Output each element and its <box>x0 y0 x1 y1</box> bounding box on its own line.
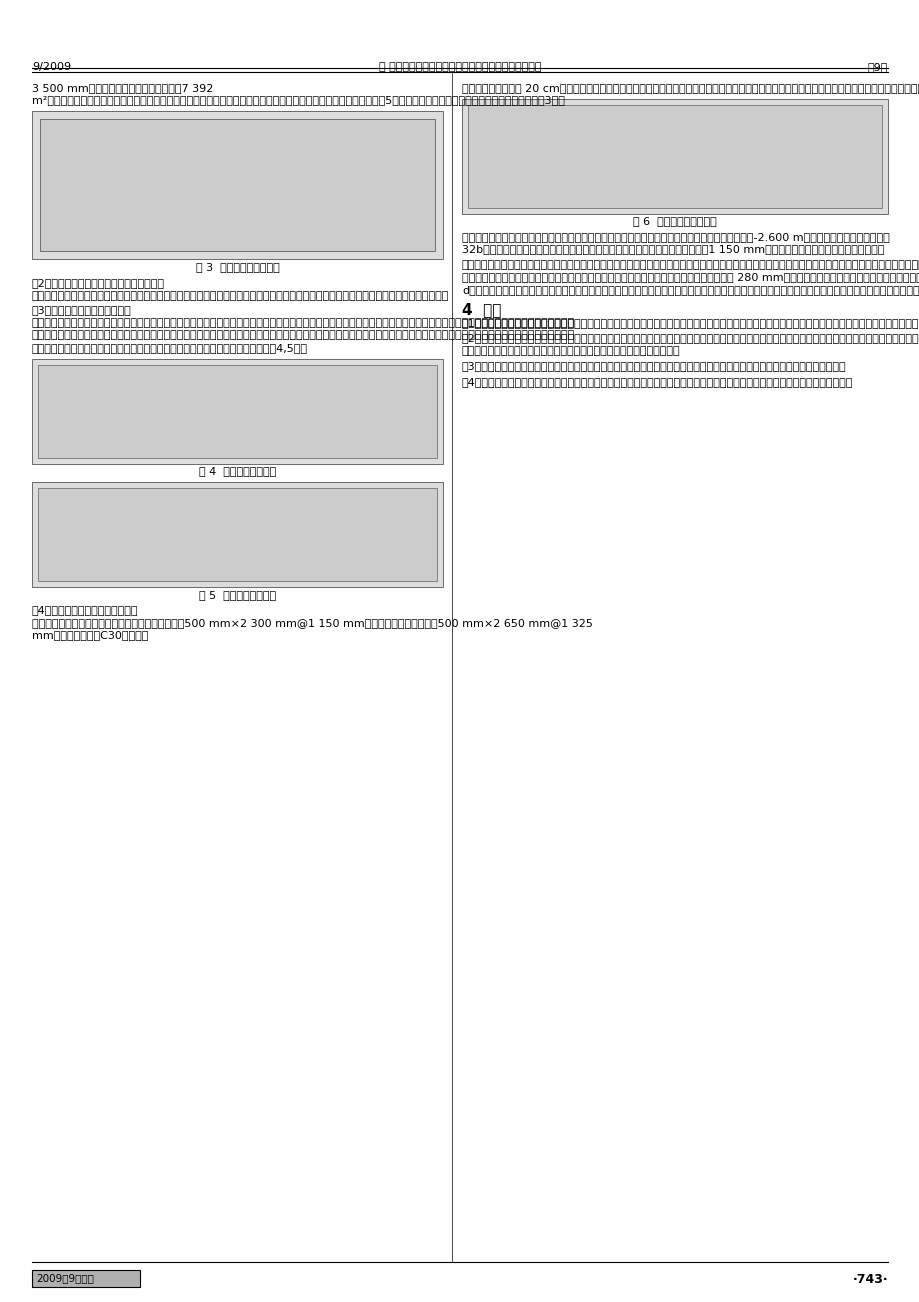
Bar <box>38 365 437 457</box>
Text: 平力。二区底层土方地下连续墙底板完成后第五道鉢支撑安装后再开挜底板土方（图4,5）。: 平力。二区底层土方地下连续墙底板完成后第五道鉢支撑安装后再开挜底板土方（图4,5… <box>32 342 308 353</box>
Text: 图 3  二区大底板分块示意: 图 3 二区大底板分块示意 <box>196 262 279 272</box>
Text: 基础底板换撟方案：基础底板一、三区之间传力带为500 mm×2 300 mm@1 150 mm；二、三区之间传力带为500 mm×2 650 mm@1 325: 基础底板换撟方案：基础底板一、三区之间传力带为500 mm×2 300 mm@1… <box>32 618 592 628</box>
Text: 由于将整个基坑划分成了三个相对独立基坑进行施工，各独立基坑的支撑受力及拆撟施工也是保证基坑安全、减小对越江隐道影响的重要因素。: 由于将整个基坑划分成了三个相对独立基坑进行施工，各独立基坑的支撑受力及拆撟施工也… <box>32 292 448 301</box>
Text: m²，有多个深坑，方量较大，且设有一道鉢支撑及局部深坑再加设一道鉢支撑，故二区底板高低不同及后浇混凝土分为5次浇筑。三区基础底板方量不大故一次浇筑形成（图3）。: m²，有多个深坑，方量较大，且设有一道鉢支撑及局部深坑再加设一道鉢支撑，故二区底… <box>32 95 564 105</box>
Text: （2）基坑施工的流程安排体现了对醐道安全的保证。通过整分基坑划分成三个区，在越江隐道方向逐进完成离醐道最近的一区基坑底板结构，同时二区与三区采用盖式开挜、及时形: （2）基坑施工的流程安排体现了对醐道安全的保证。通过整分基坑划分成三个区，在越江… <box>461 333 919 344</box>
Text: 4  小结: 4 小结 <box>461 302 501 318</box>
Bar <box>32 482 443 587</box>
Text: 32b工字鉢由隔断框之间空隙穿过并两端锁入楼板的形式来形成对撟体系，间距为1 150 mm，对对撟形成时对临时下浇混凝土支撟。: 32b工字鉢由隔断框之间空隙穿过并两端锁入楼板的形式来形成对撟体系，间距为1 1… <box>461 245 883 254</box>
Bar <box>38 488 437 581</box>
Text: 地下结构中楼板换撟方案：地下各分区之间均设置了钒孔灸注杠进行隔断，隔断框的顶部围树标高为-2.600 m，因此各分区楼板施工时采用: 地下结构中楼板换撟方案：地下各分区之间均设置了钒孔灸注杠进行隔断，隔断框的顶部围… <box>461 232 889 242</box>
Bar <box>32 111 443 259</box>
Bar <box>40 118 435 251</box>
Text: 支撑基坑最展露时间、加幂加配筋厠层等方法有效保证了越江隐道的安全。: 支撑基坑最展露时间、加幂加配筋厠层等方法有效保证了越江隐道的安全。 <box>461 346 680 355</box>
Bar <box>468 104 881 207</box>
Text: 图 4  一、三区围护剖面: 图 4 一、三区围护剖面 <box>199 466 276 477</box>
FancyBboxPatch shape <box>32 1269 140 1286</box>
Text: 地下结构中楼撟换撟具体实施：如按原方案施工则需要蔭除完第一道支撑后方可开始由上至下分段腊除隔断框，影响到地下室结构施工阶段，对于连结构主梁的隔断框进行弹线确定腊: 地下结构中楼撟换撟具体实施：如按原方案施工则需要蔭除完第一道支撑后方可开始由上至… <box>461 260 919 270</box>
Text: 朱 峙：分坑分块施工技术在超大超深基坑工程中的应用: 朱 峙：分坑分块施工技术在超大超深基坑工程中的应用 <box>379 62 540 72</box>
Text: （3）各独立基坑间支撑传力分析: （3）各独立基坑间支撑传力分析 <box>32 306 131 315</box>
Text: 图 6  分隔墙处底板传力带: 图 6 分隔墙处底板传力带 <box>632 216 716 227</box>
Text: 2009年9月出版: 2009年9月出版 <box>36 1273 94 1282</box>
Text: 、二、三道支撑同标高，二区第四道支撑与三区底板同高，其两基坑相互传递水平力。二区第四道支撑开挜施工及周边薄板施工时三区底层土方不挮，通过留土抗抳二区第四道支撑传: 、二、三道支撑同标高，二区第四道支撑与三区底板同高，其两基坑相互传递水平力。二区… <box>32 331 574 341</box>
Bar <box>461 99 887 214</box>
Text: 3 500 mm（中部塔楼区厕度板），面积达7 392: 3 500 mm（中部塔楼区厕度板），面积达7 392 <box>32 83 213 92</box>
Text: 图 5  二、三区围护剖面: 图 5 二、三区围护剖面 <box>199 590 276 600</box>
Text: 第9期: 第9期 <box>867 62 887 72</box>
Text: （1）在黄浦江边进行紧鄰越江隐道工程的超深基坑施工，围护策划是相当重要的，必须从源头来保证基坑施工的安全性，分坑施工是保证安全的有效措施。: （1）在黄浦江边进行紧鄰越江隐道工程的超深基坑施工，围护策划是相当重要的，必须从… <box>461 318 918 328</box>
Text: 9/2009: 9/2009 <box>32 62 71 72</box>
Text: （4）地下连续墙（包括挤撟框槽壁加固）、灸注杠分隔墙等围护墙体施工质量和基坑防水的效果也是基坑施工安全的重要保证之一。: （4）地下连续墙（包括挤撟框槽壁加固）、灸注杠分隔墙等围护墙体施工质量和基坑防水… <box>461 378 853 387</box>
Text: （3）信息化施工技术在超大基坑施工中尤为突出，按照信息化监测要求减少无支撑时间可以大大减小形变，为安全施工提供保证。: （3）信息化施工技术在超大基坑施工中尤为突出，按照信息化监测要求减少无支撑时间可… <box>461 362 845 371</box>
Text: （2）各独立基坑间支撑受力及拆、换撟施工: （2）各独立基坑间支撑受力及拆、换撟施工 <box>32 279 165 289</box>
Text: d，预留鉢筋全断在同一载面上。如此保证了地下结构框架主梁的直接贯通方便施工，不影响结构受力，同时减少了临时换撟所需型鉢，保证了基坑安全，减小了对越江隐道形变形的: d，预留鉢筋全断在同一载面上。如此保证了地下结构框架主梁的直接贯通方便施工，不影… <box>461 285 919 296</box>
Text: （4）换撟与拆撟方案的策划与实施: （4）换撟与拆撟方案的策划与实施 <box>32 605 139 616</box>
Text: 各独立基坑支撑体系平面布置在相对应位置进行传力，在竖向标高中一区与三区第一、二道支撑同标高，三区第三道支撑标高与一区底板同高，其两基坑相互传递水平力。二区与三区: 各独立基坑支撑体系平面布置在相对应位置进行传力，在竖向标高中一区与三区第一、二道… <box>32 318 574 328</box>
Bar <box>32 358 443 464</box>
Text: mm，混凝土等级为C30，传力带: mm，混凝土等级为C30，传力带 <box>32 630 148 641</box>
Text: 底部离开混凝土垃层 20 cm，中间铺设细沙以保护预留鉢筋不被混凝土垃坏。混凝土传力带持待地下室结构完成后从上向下分层腊除隔断框，然后补浇混凝土进行加强（图6）: 底部离开混凝土垃层 20 cm，中间铺设细沙以保护预留鉢筋不被混凝土垃坏。混凝土… <box>461 83 919 92</box>
Text: ·743·: ·743· <box>851 1273 887 1286</box>
Text: 先进行分段腊除，以便地下室结构施工时将隔断框两側楼板混凝土的浇筑界面距离隔断框外边 280 mm的位置，以便于楼板的预留鉢长度。隔断框内预留鉢长度为10: 先进行分段腊除，以便地下室结构施工时将隔断框两側楼板混凝土的浇筑界面距离隔断框外… <box>461 272 919 283</box>
